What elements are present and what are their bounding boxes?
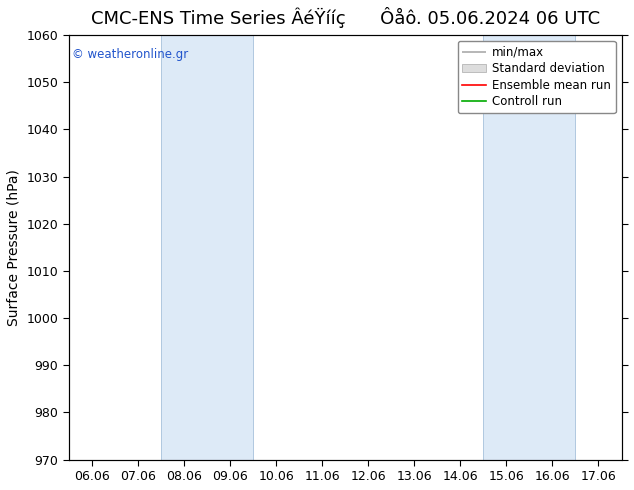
Y-axis label: Surface Pressure (hPa): Surface Pressure (hPa) xyxy=(7,169,21,326)
Bar xyxy=(161,35,253,460)
Bar xyxy=(483,35,576,460)
Title: CMC-ENS Time Series ÂéŸííç      Ôåô. 05.06.2024 06 UTC: CMC-ENS Time Series ÂéŸííç Ôåô. 05.06.20… xyxy=(91,7,600,28)
Legend: min/max, Standard deviation, Ensemble mean run, Controll run: min/max, Standard deviation, Ensemble me… xyxy=(458,41,616,113)
Text: © weatheronline.gr: © weatheronline.gr xyxy=(72,48,188,61)
